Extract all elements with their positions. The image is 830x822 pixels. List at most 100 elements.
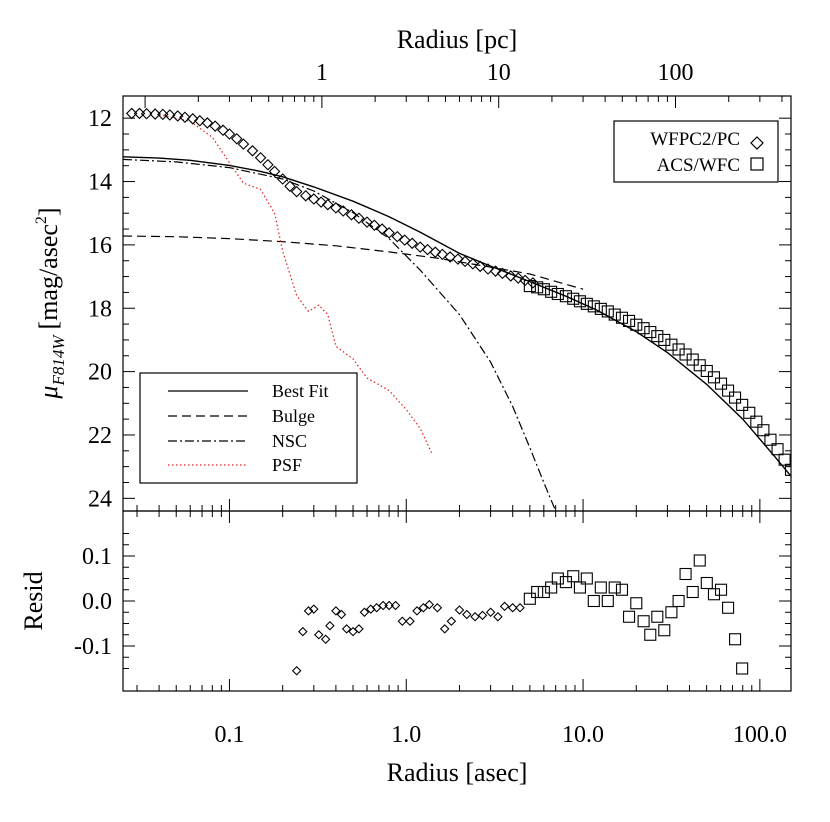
point-wfpc2-pc — [429, 246, 442, 258]
point-wfpc2-pc — [237, 138, 250, 150]
point-acs-wfc — [573, 295, 586, 308]
line-legend: Best Fit Bulge NSC PSF — [139, 372, 358, 484]
point-wfpc2-pc — [284, 180, 296, 193]
point-wfpc2-pc — [368, 219, 381, 232]
point-wfpc2-pc — [254, 151, 267, 164]
point-wfpc2-pc — [519, 274, 531, 287]
y-tick-label: 14 — [88, 170, 112, 196]
legend-label-nsc: NSC — [272, 431, 307, 451]
resid-point-wfpc2-pc — [291, 665, 302, 676]
point-wfpc2-pc — [467, 258, 479, 270]
point-acs-wfc — [567, 292, 580, 305]
point-wfpc2-pc — [308, 193, 320, 205]
resid-point-wfpc2-pc — [515, 602, 525, 613]
resid-point-acs-wfc — [567, 570, 580, 583]
main-plot-area — [123, 107, 791, 511]
point-wfpc2-pc — [290, 185, 303, 198]
legend-label-wfpc2: WFPC2/PC — [650, 129, 740, 150]
point-wfpc2-pc — [164, 109, 176, 121]
point-wfpc2-pc — [179, 111, 191, 124]
point-acs-wfc — [608, 308, 621, 321]
point-wfpc2-pc — [125, 107, 138, 120]
resid-point-acs-wfc — [637, 615, 650, 628]
resid-point-acs-wfc — [722, 601, 735, 614]
resid-point-wfpc2-pc — [418, 602, 429, 613]
resid-point-acs-wfc — [644, 628, 657, 641]
resid-point-wfpc2-pc — [320, 634, 331, 645]
point-wfpc2-pc — [209, 120, 221, 132]
legend-label-acs: ACS/WFC — [657, 155, 740, 176]
point-acs-wfc — [594, 302, 607, 315]
resid-point-acs-wfc — [693, 554, 706, 567]
resid-point-acs-wfc — [551, 572, 564, 585]
resid-tick-label: 0.1 — [82, 544, 112, 570]
point-acs-wfc — [707, 371, 721, 384]
point-wfpc2-pc — [489, 265, 502, 277]
resid-point-acs-wfc — [665, 606, 678, 619]
axis-ticks — [123, 96, 791, 691]
resid-point-acs-wfc — [658, 624, 671, 637]
line-best-fit — [123, 156, 791, 477]
resid-point-wfpc2-pc — [325, 620, 335, 631]
y-title-symbol: μ — [34, 386, 63, 400]
point-wfpc2-pc — [421, 243, 434, 256]
y-title-exponent: 2 — [33, 216, 50, 224]
residual-y-axis-title: Resid — [19, 571, 48, 630]
point-wfpc2-pc — [157, 108, 169, 121]
point-wfpc2-pc — [459, 255, 471, 268]
point-wfpc2-pc — [171, 110, 184, 122]
resid-point-wfpc2-pc — [397, 616, 408, 627]
point-wfpc2-pc — [406, 237, 418, 250]
resid-point-acs-wfc — [714, 583, 728, 596]
point-wfpc2-pc — [527, 277, 539, 289]
resid-point-wfpc2-pc — [309, 604, 319, 614]
top-tick-label: 10 — [487, 60, 511, 86]
point-acs-wfc — [622, 314, 636, 327]
resid-point-wfpc2-pc — [365, 604, 376, 614]
resid-point-wfpc2-pc — [412, 606, 422, 616]
point-acs-wfc — [637, 322, 650, 335]
legend-label-best-fit: Best Fit — [272, 381, 329, 401]
legend-square-marker — [750, 157, 764, 171]
point-acs-wfc — [714, 377, 728, 390]
resid-point-wfpc2-pc — [470, 611, 480, 622]
symbol-legend: WFPC2/PC ACS/WFC — [613, 120, 779, 183]
resid-point-wfpc2-pc — [405, 616, 415, 627]
point-wfpc2-pc — [268, 165, 281, 178]
resid-point-acs-wfc — [531, 585, 544, 599]
resid-point-acs-wfc — [594, 581, 607, 594]
resid-point-acs-wfc — [630, 597, 643, 610]
line-psf — [158, 114, 433, 455]
y-tick-label: 12 — [88, 106, 112, 132]
point-wfpc2-pc — [201, 117, 214, 129]
point-wfpc2-pc — [376, 223, 388, 235]
resid-point-acs-wfc — [615, 583, 629, 596]
point-wfpc2-pc — [276, 173, 289, 185]
legend-diamond-marker — [750, 136, 764, 150]
point-acs-wfc — [644, 325, 657, 339]
resid-point-acs-wfc — [729, 633, 742, 646]
y-title-subscript: F814W — [49, 334, 68, 387]
point-wfpc2-pc — [262, 158, 274, 171]
y-tick-label: 18 — [88, 296, 112, 322]
line-nsc — [123, 158, 557, 511]
point-wfpc2-pc — [140, 107, 153, 120]
y-tick-label: 22 — [88, 423, 112, 449]
point-acs-wfc — [658, 333, 671, 346]
resid-point-acs-wfc — [651, 610, 664, 623]
resid-point-acs-wfc — [580, 572, 593, 585]
resid-point-wfpc2-pc — [446, 616, 457, 627]
resid-point-acs-wfc — [537, 585, 550, 599]
point-acs-wfc — [587, 300, 600, 313]
point-acs-wfc — [559, 290, 572, 303]
point-acs-wfc — [630, 318, 643, 331]
resid-point-wfpc2-pc — [359, 607, 370, 618]
point-wfpc2-pc — [230, 132, 243, 145]
point-acs-wfc — [537, 283, 550, 296]
resid-point-acs-wfc — [523, 592, 536, 605]
resid-point-acs-wfc — [672, 594, 685, 608]
y-tick-label: 20 — [88, 360, 112, 386]
resid-point-wfpc2-pc — [493, 611, 503, 622]
y-title-close: ] — [34, 207, 63, 216]
point-wfpc2-pc — [353, 212, 365, 225]
